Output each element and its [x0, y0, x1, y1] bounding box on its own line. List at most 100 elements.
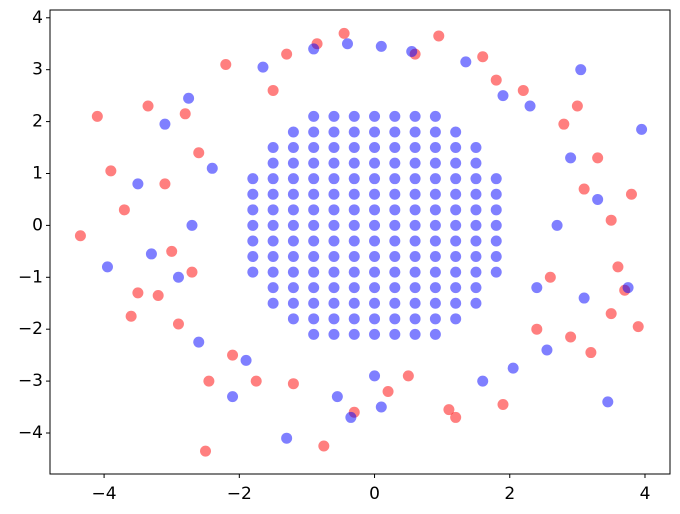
axes-frame: [49, 9, 671, 475]
point: [369, 313, 381, 325]
point: [450, 219, 462, 231]
point: [267, 188, 279, 200]
point: [152, 289, 164, 301]
point: [159, 178, 171, 190]
point: [389, 313, 401, 325]
point: [331, 391, 343, 403]
point: [507, 362, 519, 374]
point: [389, 297, 401, 309]
point: [247, 188, 259, 200]
point: [328, 328, 340, 340]
point: [287, 282, 299, 294]
point: [517, 84, 529, 96]
point: [450, 142, 462, 154]
point: [429, 110, 441, 122]
point: [287, 204, 299, 216]
point: [470, 282, 482, 294]
point: [308, 328, 320, 340]
point: [203, 375, 215, 387]
point: [402, 370, 414, 382]
point: [369, 370, 381, 382]
point: [287, 188, 299, 200]
point: [200, 445, 212, 457]
y-tick-label: 4: [32, 8, 43, 28]
point: [287, 142, 299, 154]
point: [429, 266, 441, 278]
point: [348, 328, 360, 340]
point: [429, 188, 441, 200]
point: [409, 126, 421, 138]
point: [477, 375, 489, 387]
point: [470, 188, 482, 200]
point: [450, 282, 462, 294]
point: [159, 118, 171, 130]
point: [409, 297, 421, 309]
x-tick-label: 4: [640, 484, 651, 504]
point: [369, 142, 381, 154]
point: [470, 204, 482, 216]
point: [267, 251, 279, 263]
point: [429, 204, 441, 216]
point: [477, 51, 489, 63]
point: [308, 173, 320, 185]
y-tick-label: −4: [18, 423, 43, 443]
point: [348, 266, 360, 278]
point: [409, 235, 421, 247]
point: [497, 398, 509, 410]
point: [369, 173, 381, 185]
point: [490, 173, 502, 185]
point: [369, 297, 381, 309]
point: [308, 188, 320, 200]
point: [338, 27, 350, 39]
point: [328, 251, 340, 263]
point: [389, 157, 401, 169]
point: [348, 126, 360, 138]
point: [267, 297, 279, 309]
y-tick-label: 0: [32, 215, 43, 235]
point: [341, 38, 353, 50]
point: [551, 219, 563, 231]
point: [267, 142, 279, 154]
point: [267, 84, 279, 96]
point: [287, 313, 299, 325]
point: [369, 282, 381, 294]
point: [369, 328, 381, 340]
point: [490, 266, 502, 278]
point: [328, 297, 340, 309]
point: [450, 235, 462, 247]
point: [74, 230, 86, 242]
point: [348, 188, 360, 200]
point: [450, 411, 462, 423]
point: [172, 271, 184, 283]
point: [308, 43, 320, 55]
point: [389, 142, 401, 154]
point: [450, 251, 462, 263]
point: [565, 331, 577, 343]
point: [375, 401, 387, 413]
point: [389, 235, 401, 247]
point: [636, 123, 648, 135]
point: [193, 336, 205, 348]
point: [308, 235, 320, 247]
point: [429, 126, 441, 138]
point: [132, 178, 144, 190]
x-tick-label: 2: [504, 484, 515, 504]
point: [267, 157, 279, 169]
point: [406, 46, 418, 58]
point: [328, 313, 340, 325]
point: [389, 110, 401, 122]
y-tick-label: −3: [18, 371, 43, 391]
point: [429, 157, 441, 169]
point: [267, 266, 279, 278]
point: [308, 204, 320, 216]
point: [470, 219, 482, 231]
point: [267, 235, 279, 247]
point: [389, 204, 401, 216]
point: [450, 188, 462, 200]
point: [409, 173, 421, 185]
point: [287, 157, 299, 169]
point: [389, 173, 401, 185]
point: [328, 282, 340, 294]
point: [348, 235, 360, 247]
